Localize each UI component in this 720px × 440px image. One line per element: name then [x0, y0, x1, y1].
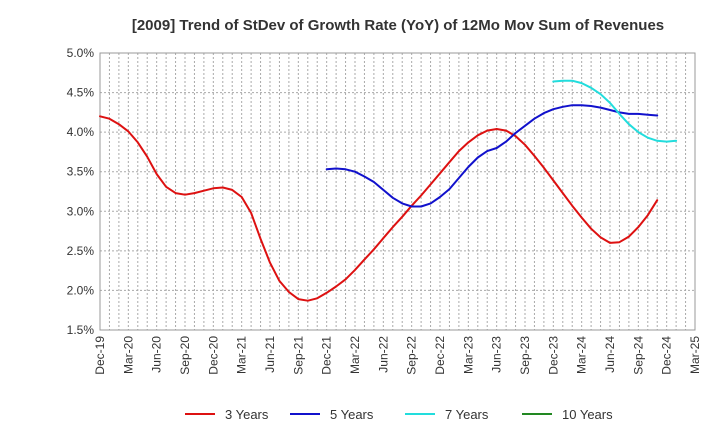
x-tick-label: Jun-20 [150, 336, 164, 373]
y-tick-label: 4.5% [67, 86, 95, 100]
x-tick-label: Mar-23 [461, 336, 475, 374]
chart-title: [2009] Trend of StDev of Growth Rate (Yo… [132, 17, 664, 34]
x-tick-label: Mar-25 [688, 336, 702, 374]
x-tick-label: Sep-22 [405, 336, 419, 375]
legend-label: 7 Years [445, 407, 489, 422]
series-line-5-years [325, 104, 659, 208]
series-line-3-years [99, 115, 659, 302]
legend-label: 5 Years [330, 407, 374, 422]
x-tick-label: Mar-20 [121, 336, 135, 374]
y-tick-label: 3.0% [67, 204, 95, 218]
x-tick-label: Dec-19 [93, 336, 107, 375]
x-axis: Dec-19 Mar-20 Jun-20 Sep-20 Dec-20 Mar-21 Jun-… [93, 336, 702, 375]
x-tick-label: Sep-21 [291, 336, 305, 375]
legend-label: 10 Years [562, 407, 613, 422]
x-tick-label: Mar-22 [348, 336, 362, 374]
x-tick-label: Jun-24 [603, 336, 617, 373]
legend: 3 Years 5 Years 7 Years 10 Years [185, 407, 613, 422]
y-axis: 1.5% 2.0% 2.5% 3.0% 3.5% 4.0% 4.5% 5.0% [67, 46, 95, 337]
x-tick-label: Sep-24 [631, 336, 645, 375]
x-tick-label: Jun-22 [376, 336, 390, 373]
x-tick-label: Dec-21 [320, 336, 334, 375]
y-tick-label: 3.5% [67, 165, 95, 179]
x-tick-label: Mar-24 [575, 336, 589, 374]
series-lines [99, 79, 678, 302]
x-tick-label: Dec-23 [546, 336, 560, 375]
series-line-7-years [552, 79, 678, 143]
x-tick-label: Jun-21 [263, 336, 277, 373]
x-tick-label: Mar-21 [235, 336, 249, 374]
y-tick-label: 4.0% [67, 125, 95, 139]
plot-area [99, 52, 696, 331]
y-tick-label: 2.0% [67, 283, 95, 297]
x-tick-label: Sep-20 [178, 336, 192, 375]
x-tick-label: Dec-24 [660, 336, 674, 375]
x-tick-label: Sep-23 [518, 336, 532, 375]
x-tick-label: Dec-22 [433, 336, 447, 375]
grid [99, 52, 696, 331]
x-tick-label: Dec-20 [206, 336, 220, 375]
legend-label: 3 Years [225, 407, 269, 422]
y-tick-label: 5.0% [67, 46, 95, 60]
y-tick-label: 2.5% [67, 244, 95, 258]
x-tick-label: Jun-23 [490, 336, 504, 373]
y-tick-label: 1.5% [67, 323, 95, 337]
